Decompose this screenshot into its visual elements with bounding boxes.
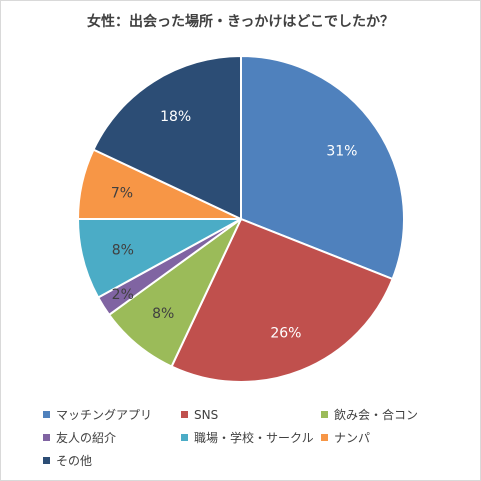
legend-label-6: その他 [56,454,93,468]
legend-label-3: 友人の紹介 [56,431,117,445]
slice-label-2: 8% [152,306,174,322]
legend-swatch-1 [181,411,188,418]
legend-label-4: 職場・学校・サークル [194,431,314,445]
slice-label-0: 31% [326,143,357,159]
legend-swatch-3 [43,434,50,441]
slice-label-3: 2% [112,287,134,303]
legend-item-2: 飲み会・合コン [321,406,461,423]
legend-swatch-6 [43,457,50,464]
pie-slice-0 [240,54,405,281]
legend-item-1: SNS [181,406,321,423]
legend-label-1: SNS [194,407,219,422]
slice-label-4: 8% [112,242,134,258]
legend-swatch-5 [321,434,328,441]
legend-item-5: ナンパ [321,429,461,446]
pie-chart: 31% 26% 8% 2% 8% 7% 18% [76,54,405,383]
legend-label-2: 飲み会・合コン [334,408,419,422]
legend-item-0: マッチングアプリ [43,406,181,423]
legend-label-5: ナンパ [334,431,371,445]
pie-slice-6 [92,54,242,221]
legend-swatch-2 [321,411,328,418]
legend-item-3: 友人の紹介 [43,429,181,446]
slice-label-1: 26% [270,325,301,341]
legend-label-0: マッチングアプリ [56,408,153,422]
legend-item-6: その他 [43,452,181,469]
slice-label-6: 18% [160,109,191,125]
legend-item-4: 職場・学校・サークル [181,429,321,446]
legend-swatch-4 [181,434,188,441]
legend-swatch-0 [43,411,50,418]
slice-label-5: 7% [111,185,133,201]
pie-slice-1 [170,217,394,383]
chart-title: 女性：出会った場所・きっかけはどこでしたか？ [86,14,395,30]
chart-legend: マッチングアプリ SNS 飲み会・合コン友人の紹介 職場・学校・サークル ナンパその他 [43,406,463,469]
